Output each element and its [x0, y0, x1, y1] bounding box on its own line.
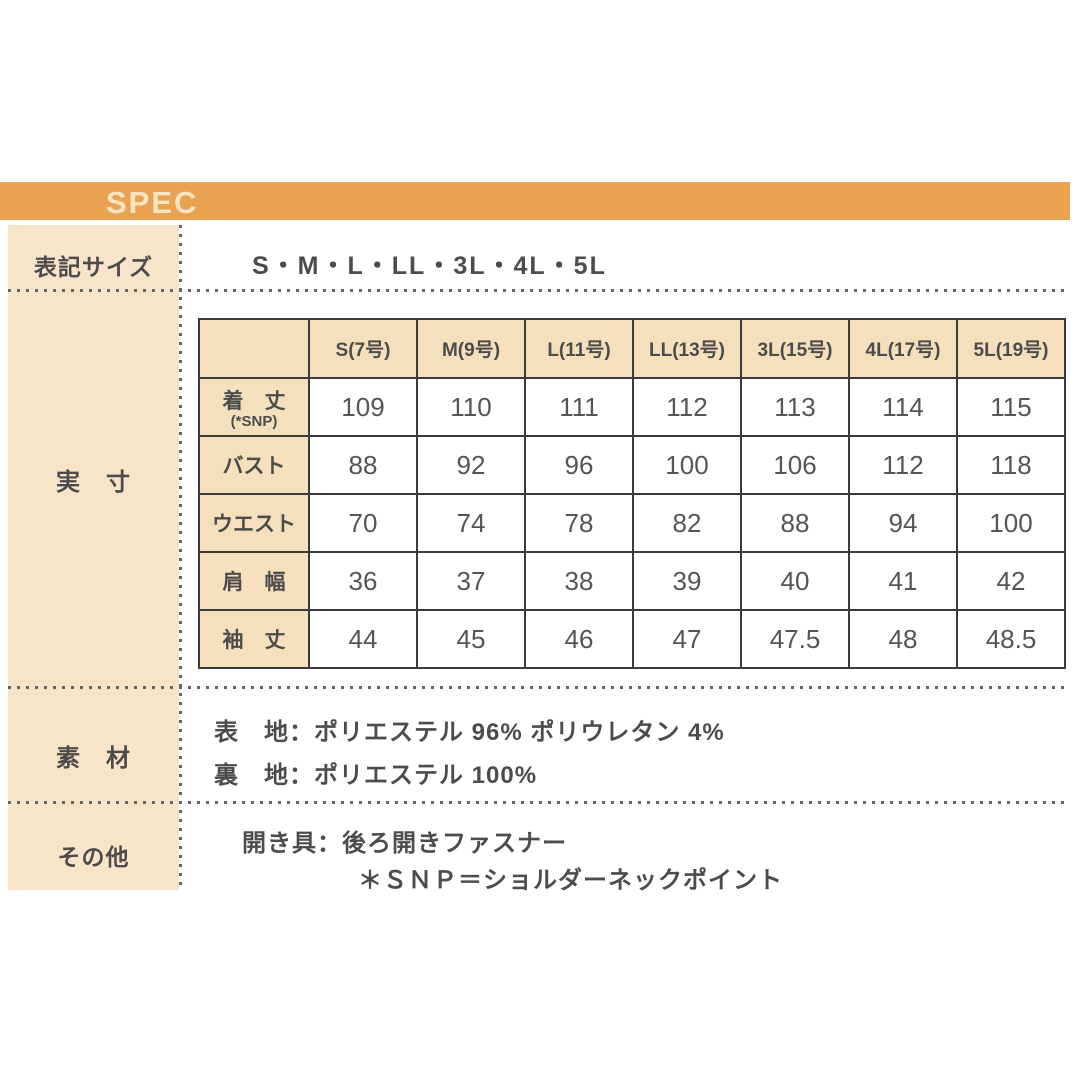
table-header-row: S(7号) M(9号) L(11号) LL(13号) 3L(15号) 4L(17… — [198, 318, 1066, 379]
table-cell: 100 — [632, 435, 742, 495]
spec-banner-title: SPEC — [106, 185, 199, 220]
table-cell: 82 — [632, 493, 742, 553]
other-closure-line: 開き具：後ろ開きファスナー — [242, 830, 567, 857]
table-cell: 37 — [416, 551, 526, 611]
horizontal-dotted-divider-material — [8, 686, 1066, 689]
material-outer-fabric-line: 表 地：ポリエステル 96% ポリウレタン 4% — [214, 719, 725, 746]
table-cell: 38 — [524, 551, 634, 611]
table-cell: 48.5 — [956, 609, 1066, 669]
sidebar-label-actual-measurements: 実 寸 — [56, 469, 131, 496]
column-header-3l: 3L(15号) — [740, 318, 850, 379]
table-cell: 112 — [848, 435, 958, 495]
row-sublabel-text: (*SNP) — [230, 412, 278, 430]
table-cell: 88 — [740, 493, 850, 553]
table-cell: 48 — [848, 609, 958, 669]
table-cell: 110 — [416, 377, 526, 437]
table-cell: 113 — [740, 377, 850, 437]
sidebar-label-notation-size: 表記サイズ — [33, 254, 154, 280]
table-cell: 109 — [308, 377, 418, 437]
horizontal-dotted-divider-top — [8, 289, 1066, 292]
table-cell: 100 — [956, 493, 1066, 553]
table-cell: 70 — [308, 493, 418, 553]
table-cell: 96 — [524, 435, 634, 495]
column-header-m: M(9号) — [416, 318, 526, 379]
table-cell: 39 — [632, 551, 742, 611]
table-cell: 94 — [848, 493, 958, 553]
table-cell: 115 — [956, 377, 1066, 437]
table-cell: 114 — [848, 377, 958, 437]
row-label-body-length: 着 丈 (*SNP) — [198, 377, 310, 437]
column-header-s: S(7号) — [308, 318, 418, 379]
table-cell: 106 — [740, 435, 850, 495]
table-row-waist: ウエスト 70 74 78 82 88 94 100 — [198, 493, 1066, 553]
spec-banner: SPEC — [0, 182, 1070, 220]
table-row-bust: バスト 88 92 96 100 106 112 118 — [198, 435, 1066, 495]
size-notation-list: S・M・L・LL・3L・4L・5L — [252, 252, 607, 280]
table-cell: 47.5 — [740, 609, 850, 669]
table-corner-cell — [198, 318, 310, 379]
table-cell: 36 — [308, 551, 418, 611]
other-snp-note-line: ＊ＳＮＰ＝ショルダーネックポイント — [358, 867, 783, 894]
row-label-waist: ウエスト — [198, 493, 310, 553]
row-label-bust: バスト — [198, 435, 310, 495]
row-label-shoulder-width: 肩 幅 — [198, 551, 310, 611]
table-cell: 92 — [416, 435, 526, 495]
material-lining-line: 裏 地：ポリエステル 100% — [214, 762, 538, 789]
vertical-dotted-divider — [179, 225, 182, 890]
table-cell: 111 — [524, 377, 634, 437]
table-cell: 112 — [632, 377, 742, 437]
table-cell: 42 — [956, 551, 1066, 611]
row-label-sleeve-length: 袖 丈 — [198, 609, 310, 669]
column-header-l: L(11号) — [524, 318, 634, 379]
table-cell: 74 — [416, 493, 526, 553]
table-cell: 44 — [308, 609, 418, 669]
sidebar-label-material: 素 材 — [56, 745, 131, 772]
table-row-body-length: 着 丈 (*SNP) 109 110 111 112 113 114 115 — [198, 377, 1066, 437]
measurements-table: S(7号) M(9号) L(11号) LL(13号) 3L(15号) 4L(17… — [198, 318, 1066, 669]
table-cell: 41 — [848, 551, 958, 611]
table-row-shoulder-width: 肩 幅 36 37 38 39 40 41 42 — [198, 551, 1066, 611]
column-header-5l: 5L(19号) — [956, 318, 1066, 379]
table-cell: 47 — [632, 609, 742, 669]
table-cell: 118 — [956, 435, 1066, 495]
table-row-sleeve-length: 袖 丈 44 45 46 47 47.5 48 48.5 — [198, 609, 1066, 669]
table-cell: 45 — [416, 609, 526, 669]
sidebar-label-other: その他 — [57, 844, 130, 870]
table-cell: 78 — [524, 493, 634, 553]
sidebar-background — [8, 225, 179, 890]
horizontal-dotted-divider-other — [8, 801, 1066, 804]
table-cell: 46 — [524, 609, 634, 669]
table-cell: 88 — [308, 435, 418, 495]
column-header-4l: 4L(17号) — [848, 318, 958, 379]
column-header-ll: LL(13号) — [632, 318, 742, 379]
row-label-text: 着 丈 — [222, 389, 286, 413]
table-cell: 40 — [740, 551, 850, 611]
